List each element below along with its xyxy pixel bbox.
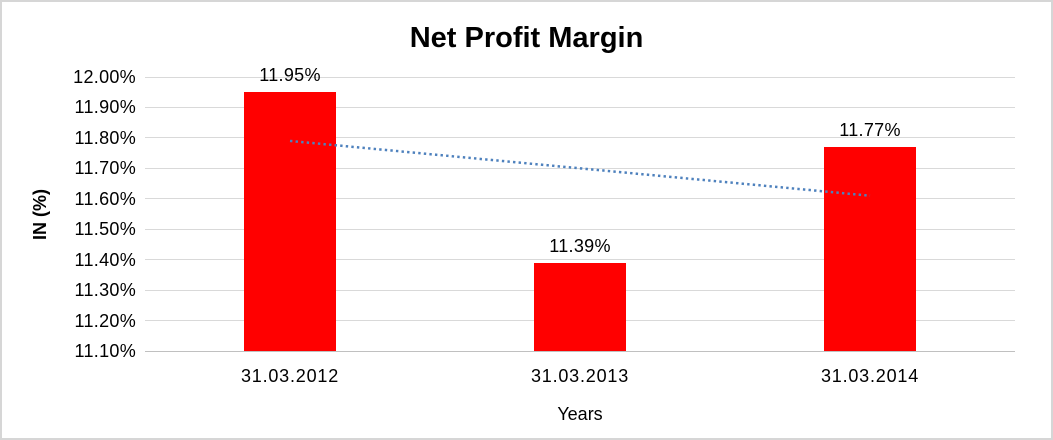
chart-title: Net Profit Margin (409, 22, 644, 54)
bar-31.03.2012 (244, 92, 336, 351)
gridline (145, 350, 1015, 352)
x-tick-label: 31.03.2014 (820, 366, 920, 386)
y-tick-label: 11.90% (74, 97, 136, 118)
bar-31.03.2014 (824, 147, 916, 351)
y-tick-label: 11.60% (74, 188, 136, 209)
y-tick-label: 11.10% (74, 341, 136, 361)
gridline (145, 228, 1015, 230)
y-tick-label: 11.30% (74, 280, 136, 301)
gridline (145, 106, 1015, 108)
y-tick-label: 11.70% (74, 158, 136, 179)
y-tick-label: 11.80% (74, 127, 136, 148)
gridline (145, 259, 1015, 261)
y-tick-label: 11.40% (74, 249, 136, 270)
gridline (145, 137, 1015, 139)
y-tick-label: 11.20% (74, 310, 136, 331)
bar-value-label: 11.77% (839, 120, 901, 141)
bar-value-label: 11.39% (549, 235, 611, 256)
x-tick-label: 31.03.2012 (240, 366, 340, 386)
bar-31.03.2013 (534, 262, 626, 351)
x-axis-title: Years (557, 404, 603, 424)
gridline (145, 76, 1015, 78)
bar-value-label: 11.95% (259, 65, 321, 86)
gridline (145, 198, 1015, 200)
y-tick-label: 11.50% (74, 219, 136, 240)
y-tick-label: 12.00% (73, 67, 136, 87)
x-tick-label: 31.03.2013 (530, 366, 630, 386)
